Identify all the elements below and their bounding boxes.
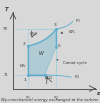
Text: W: W — [39, 51, 44, 56]
Text: Carnot cycle: Carnot cycle — [57, 59, 86, 65]
Polygon shape — [28, 29, 56, 75]
Text: $p_3$: $p_3$ — [75, 17, 81, 25]
Text: 2: 2 — [22, 42, 25, 46]
Text: $T_H$: $T_H$ — [2, 25, 9, 33]
Text: $W_1$: $W_1$ — [61, 29, 76, 36]
Text: $W_c$: $W_c$ — [19, 62, 27, 70]
Text: $s_2$: $s_2$ — [53, 95, 59, 102]
Text: $Q_{12}$: $Q_{12}$ — [29, 31, 37, 38]
Text: 3: 3 — [54, 23, 57, 27]
Text: $p_4$: $p_4$ — [74, 73, 80, 81]
Text: 4: 4 — [45, 76, 48, 80]
Text: $Q_{34}$: $Q_{34}$ — [44, 75, 53, 82]
Text: s: s — [97, 91, 100, 96]
Text: T: T — [4, 7, 8, 12]
Text: 5: 5 — [58, 44, 61, 48]
Text: $T_L$: $T_L$ — [3, 71, 9, 79]
Text: Wy=mechanical energy exchanged at the turbine: Wy=mechanical energy exchanged at the tu… — [1, 98, 99, 102]
Text: 1: 1 — [23, 78, 26, 82]
Text: $s_1$: $s_1$ — [25, 95, 31, 102]
